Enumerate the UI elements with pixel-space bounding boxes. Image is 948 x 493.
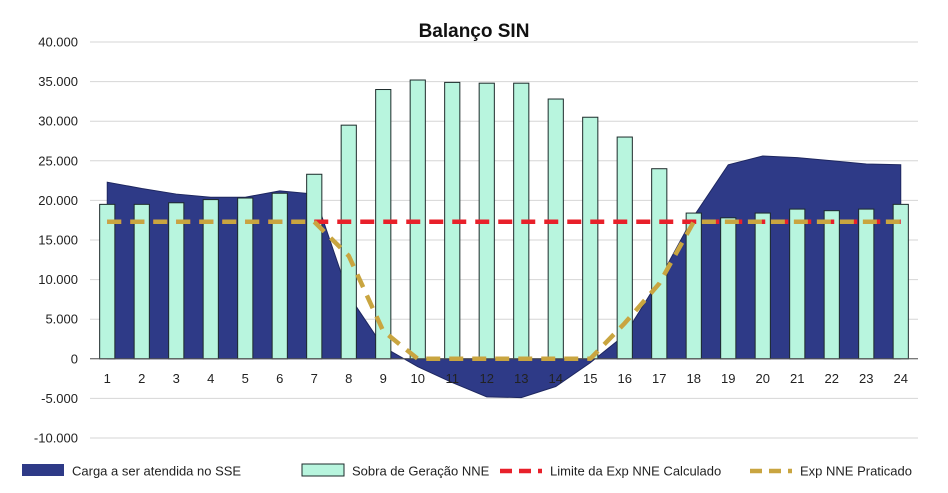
bar-sobra-geracao-nne — [168, 202, 185, 360]
line-series-layer — [107, 219, 901, 362]
x-tick-label: 11 — [446, 371, 460, 386]
bar-sobra-geracao-nne — [720, 217, 737, 360]
y-tick-label: 25.000 — [38, 153, 78, 168]
bar-sobra-geracao-nne — [651, 168, 668, 360]
x-tick-label: 12 — [480, 371, 494, 386]
chart-title: Balanço SIN — [419, 21, 530, 42]
bar-sobra-geracao-nne — [892, 203, 909, 360]
line-exp-nne-praticado — [107, 219, 901, 362]
x-tick-label: 6 — [276, 371, 283, 386]
bar-sobra-geracao-nne — [306, 173, 323, 360]
x-tick-label: 21 — [790, 371, 804, 386]
y-tick-label: 30.000 — [38, 114, 78, 129]
bar-sobra-geracao-nne — [823, 210, 840, 360]
y-tick-label: 5.000 — [45, 312, 78, 327]
y-tick-label: 10.000 — [38, 272, 78, 287]
x-tick-label: 20 — [756, 371, 770, 386]
x-tick-label: 2 — [138, 371, 145, 386]
x-tick-label: 10 — [411, 371, 425, 386]
bar-sobra-geracao-nne — [409, 79, 426, 360]
bar-sobra-geracao-nne — [271, 192, 288, 360]
bar-sobra-geracao-nne — [582, 116, 599, 360]
y-tick-label: 35.000 — [38, 74, 78, 89]
x-tick-label: 3 — [173, 371, 180, 386]
x-tick-labels: 1 2 3 4 5 6 7 8 9 10 11 12 13 14 15 16 17 18 19 20 21 22 23 24 — [104, 371, 908, 386]
bar-sobra-geracao-nne — [858, 208, 875, 360]
legend-label: Exp NNE Praticado — [800, 464, 912, 479]
legend-label: Sobra de Geração NNE — [352, 464, 490, 479]
y-tick-label: -10.000 — [34, 431, 78, 446]
legend-swatch-area — [22, 464, 64, 476]
x-tick-label: 22 — [825, 371, 839, 386]
legend-label: Carga a ser atendida no SSE — [72, 464, 241, 479]
bar-sobra-geracao-nne — [754, 212, 771, 360]
bar-series-layer — [99, 79, 909, 360]
bar-sobra-geracao-nne — [340, 124, 357, 360]
x-tick-label: 7 — [311, 371, 318, 386]
area-carga-sse — [106, 155, 902, 399]
y-tick-label: 0 — [71, 351, 78, 366]
legend-swatch-bar — [301, 463, 345, 477]
x-tick-label: 9 — [380, 371, 387, 386]
bar-sobra-geracao-nne — [789, 208, 806, 360]
x-tick-label: 18 — [687, 371, 701, 386]
x-tick-label: 19 — [721, 371, 735, 386]
x-tick-label: 17 — [652, 371, 666, 386]
x-tick-label: 15 — [583, 371, 597, 386]
x-tick-label: 14 — [549, 371, 563, 386]
x-tick-label: 1 — [104, 371, 111, 386]
x-tick-label: 24 — [894, 371, 908, 386]
y-tick-label: -5.000 — [41, 391, 78, 406]
legend: Carga a ser atendida no SSE Sobra de Gera… — [22, 463, 912, 479]
y-tick-labels: 40.000 35.000 30.000 25.000 20.000 15.000 10.0… — [34, 35, 78, 446]
y-tick-label: 20.000 — [38, 193, 78, 208]
x-tick-label: 16 — [618, 371, 632, 386]
y-tick-label: 40.000 — [38, 35, 78, 50]
x-tick-label: 5 — [242, 371, 249, 386]
bar-sobra-geracao-nne — [547, 98, 564, 360]
x-tick-label: 8 — [345, 371, 352, 386]
area-series-layer — [106, 155, 902, 399]
x-tick-label: 13 — [514, 371, 528, 386]
bar-sobra-geracao-nne — [99, 203, 116, 360]
x-tick-label: 4 — [207, 371, 214, 386]
legend-label: Limite da Exp NNE Calculado — [550, 464, 721, 479]
bar-sobra-geracao-nne — [133, 203, 150, 360]
y-tick-label: 15.000 — [38, 233, 78, 248]
x-tick-label: 23 — [859, 371, 873, 386]
